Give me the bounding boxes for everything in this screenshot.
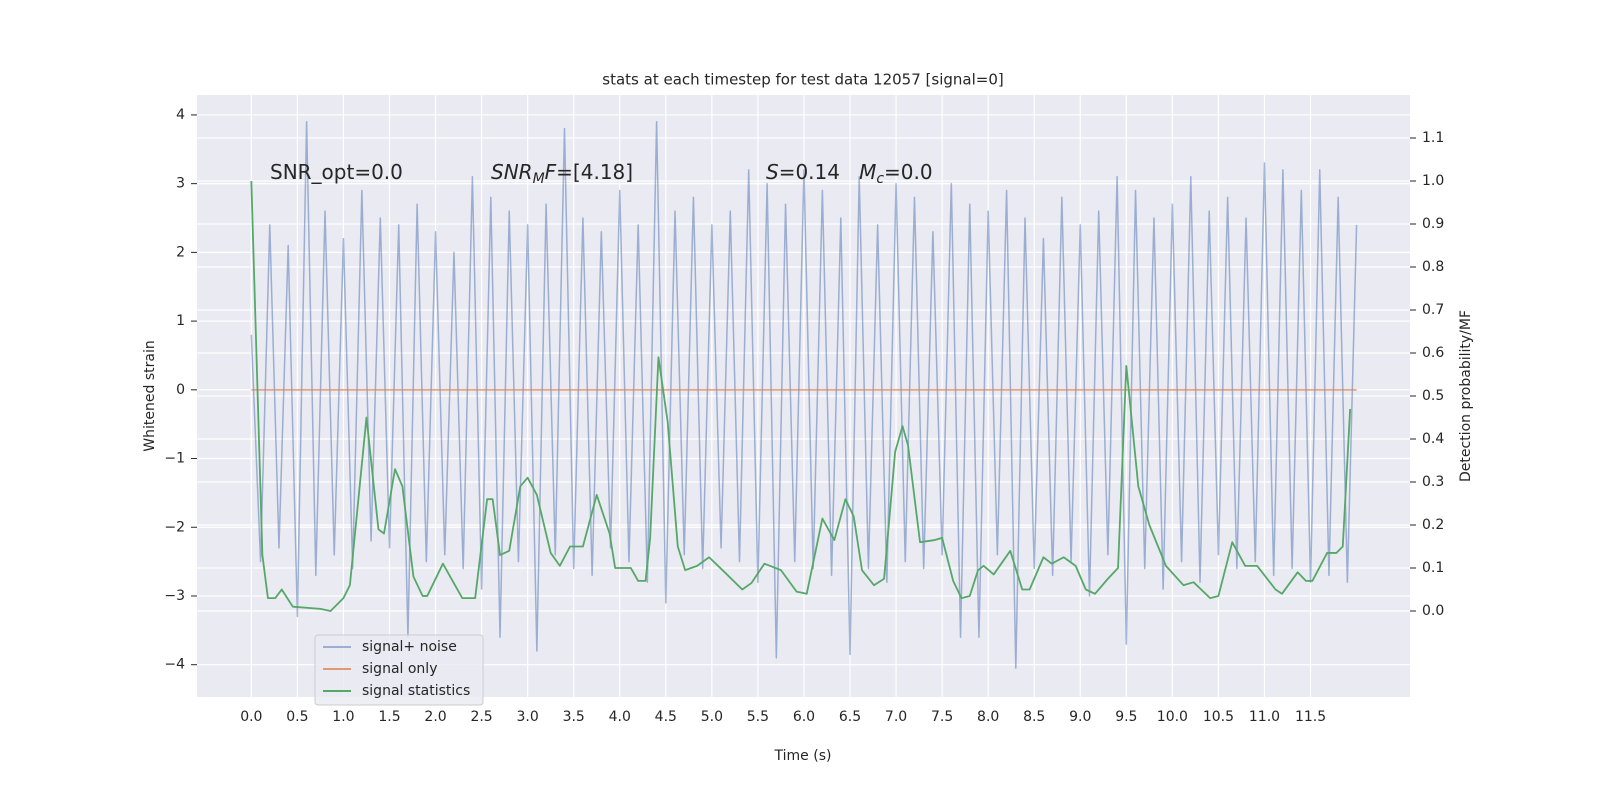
x-tick-label: 3.5 (563, 709, 585, 725)
y2-tick-label: 0.7 (1422, 302, 1444, 318)
legend: signal+ noise signal only signal statistic… (314, 634, 484, 706)
y-tick-label: −4 (164, 657, 185, 673)
legend-label: signal only (362, 661, 437, 677)
y-tick-label: −2 (164, 519, 185, 535)
y2-tick-label: 0.3 (1422, 474, 1444, 490)
annotation-part: M (859, 160, 876, 184)
annotation-part: M (533, 171, 545, 187)
x-tick-label: 8.0 (977, 709, 999, 725)
annotation-part: =[4.18] (556, 160, 633, 184)
y-tick-label: −3 (164, 588, 185, 604)
annotation: SNRMF=[4.18] (491, 160, 633, 188)
x-tick-label: 11.5 (1295, 709, 1326, 725)
x-tick-label: 6.5 (839, 709, 861, 725)
x-tick-label: 9.5 (1115, 709, 1137, 725)
x-tick-label: 0.0 (240, 709, 262, 725)
x-tick-label: 2.0 (424, 709, 446, 725)
x-tick-label: 9.0 (1069, 709, 1091, 725)
x-tick-label: 2.5 (470, 709, 492, 725)
x-axis-label: Time (s) (774, 748, 832, 764)
y2-tick-label: 0.6 (1422, 345, 1444, 361)
y2-tick-label: 0.2 (1422, 517, 1444, 533)
y-tick-label: 0 (176, 382, 185, 398)
x-tick-label: 1.5 (378, 709, 400, 725)
annotation-part: S (766, 160, 779, 184)
annotation-part: c (876, 171, 884, 187)
x-tick-label: 5.5 (747, 709, 769, 725)
y-axis-label: Whitened strain (142, 340, 158, 451)
series-line (250, 180, 1352, 612)
y2-tick-label: 0.8 (1422, 259, 1444, 275)
chart-title: stats at each timestep for test data 120… (602, 71, 1003, 89)
x-tick-label: 6.0 (793, 709, 815, 725)
x-tick-label: 10.5 (1203, 709, 1234, 725)
x-tick-label: 10.0 (1157, 709, 1188, 725)
series-line (250, 121, 1358, 669)
y-tick-label: 4 (176, 107, 185, 123)
y2-axis-label: Detection probability/MF (1458, 310, 1474, 482)
annotation-part: =0.14 (779, 160, 859, 184)
y2-tick-label: 0.0 (1422, 603, 1444, 619)
overlay: 0.0 0.5 1.0 1.5 2.0 2.5 3.0 3.5 4.0 4.5 5.0 5.5 6.0 6… (164, 107, 1444, 725)
annotation: S=0.14 Mc=0.0 (766, 160, 933, 188)
x-tick-label: 7.5 (931, 709, 953, 725)
y-tick-label: −1 (164, 451, 185, 467)
x-tick-label: 4.0 (609, 709, 631, 725)
annotation-part: SNR (491, 160, 533, 184)
x-tick-label: 0.5 (286, 709, 308, 725)
x-tick-label: 8.5 (1023, 709, 1045, 725)
y2-tick-label: 0.4 (1422, 431, 1444, 447)
legend-label: signal statistics (362, 683, 470, 699)
y2-tick-label: 0.9 (1422, 216, 1444, 232)
x-tick-label: 5.0 (701, 709, 723, 725)
x-tick-label: 11.0 (1249, 709, 1280, 725)
legend-box (314, 634, 484, 706)
y-tick-label: 2 (176, 244, 185, 260)
x-tick-label: 7.0 (885, 709, 907, 725)
x-tick-label: 1.0 (332, 709, 354, 725)
y-tick-label: 1 (176, 313, 185, 329)
y-tick-label: 3 (176, 176, 185, 192)
legend-label: signal+ noise (362, 639, 457, 655)
annotation-part: =0.0 (884, 160, 933, 184)
annotation-part: F (545, 160, 557, 184)
annotation: SNR_opt=0.0 (270, 160, 403, 184)
y2-tick-label: 1.1 (1422, 130, 1444, 146)
y2-tick-label: 0.5 (1422, 388, 1444, 404)
y2-tick-label: 0.1 (1422, 560, 1444, 576)
marks (250, 121, 1358, 669)
annotation-part: SNR_opt=0.0 (270, 160, 403, 184)
x-tick-label: 4.5 (655, 709, 677, 725)
x-tick-label: 3.0 (517, 709, 539, 725)
y2-tick-label: 1.0 (1422, 173, 1444, 189)
